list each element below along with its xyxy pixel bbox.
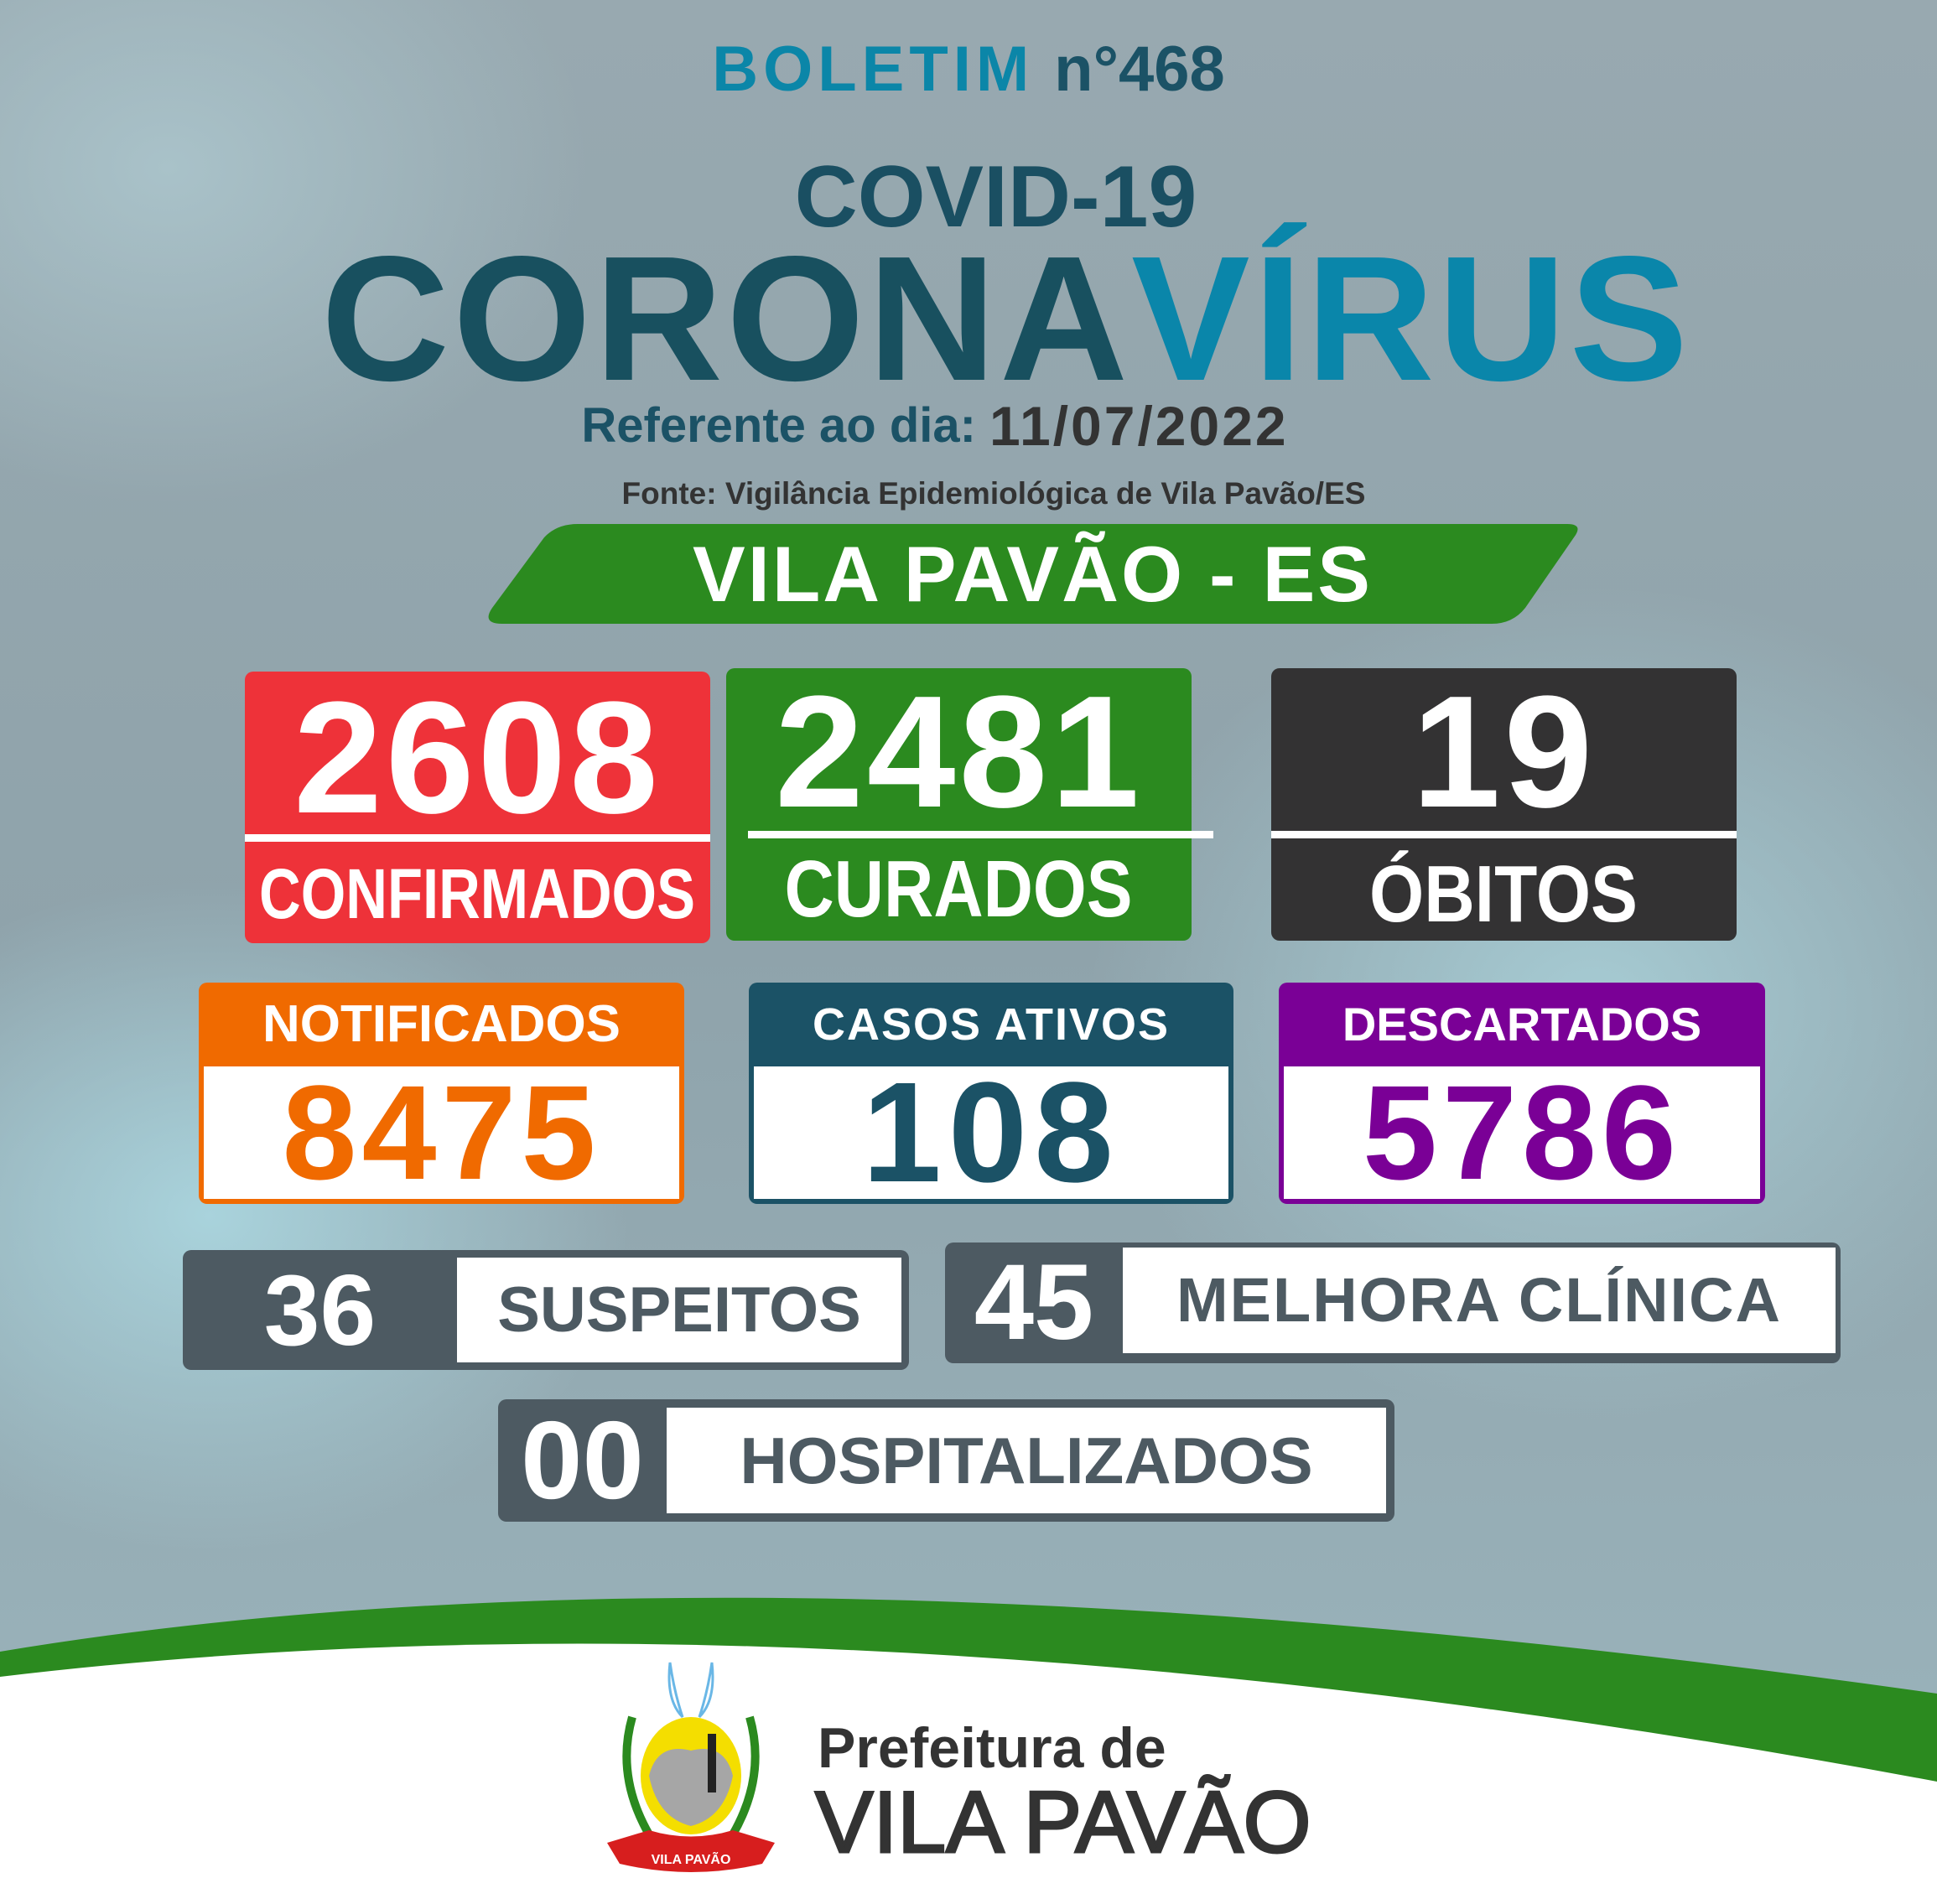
seal-text: VILA PAVÃO	[652, 1850, 731, 1867]
hospitalized-value: 00	[521, 1398, 644, 1522]
confirmed-label-text: CONFIRMADOS	[259, 854, 695, 933]
reference-date-line: Referente ao dia: 11/07/2022	[470, 395, 1400, 457]
reference-label: Referente ao dia:	[581, 398, 976, 453]
deaths-label: ÓBITOS	[1369, 849, 1638, 939]
active-cases-value: 108	[862, 1053, 1120, 1212]
discarded-card: DESCARTADOS 5786	[1279, 983, 1765, 1204]
clinical-improvement-label: MELHORA CLÍNICA	[1123, 1248, 1836, 1353]
reference-date: 11/07/2022	[989, 395, 1289, 457]
hospitalized-label: HOSPITALIZADOS	[667, 1408, 1386, 1513]
municipal-seal: VILA PAVÃO	[607, 1662, 775, 1872]
discarded-label: DESCARTADOS	[1342, 998, 1702, 1051]
footer-line1: Prefeitura de	[818, 1716, 1166, 1780]
clinical-improvement-value: 45	[974, 1243, 1094, 1362]
recovered-label-text: CURADOS	[785, 844, 1133, 934]
notified-card: NOTIFICADOS 8475	[199, 983, 684, 1204]
confirmed-label: CONFIRMADOS	[259, 854, 695, 933]
boletim-label: BOLETIM	[712, 33, 1035, 105]
notified-value-box: 8475	[204, 1057, 679, 1207]
coronavirus-title: CORONA VÍRUS	[252, 219, 1761, 418]
notified-label: NOTIFICADOS	[262, 995, 621, 1053]
deaths-card: 19 ÓBITOS	[1271, 668, 1737, 941]
recovered-label: CURADOS	[785, 844, 1133, 934]
footer-wave	[0, 1597, 1937, 1904]
active-cases-label: CASOS ATIVOS	[812, 999, 1171, 1050]
suspected-value: 36	[263, 1253, 376, 1367]
active-cases-value-box: 108	[754, 1061, 1228, 1204]
clinical-improvement-card: 45 MELHORA CLÍNICA	[945, 1243, 1841, 1363]
covid-heading: COVID-19	[794, 148, 1197, 246]
active-cases-card: CASOS ATIVOS 108	[749, 983, 1233, 1204]
discarded-value: 5786	[1363, 1057, 1681, 1207]
recovered-card: 2481 CURADOS	[726, 662, 1213, 941]
notified-value: 8475	[282, 1057, 601, 1207]
boletim-number: n°468	[1054, 33, 1225, 105]
confirmed-card: 2608 CONFIRMADOS	[245, 672, 710, 943]
location-banner	[488, 524, 1578, 624]
divider	[1271, 831, 1737, 838]
recovered-value: 2481	[775, 662, 1143, 841]
bulletin-number: BOLETIM n°468	[587, 34, 1350, 105]
suspected-card: 36 SUSPEITOS	[183, 1250, 909, 1370]
discarded-value-box: 5786	[1284, 1057, 1760, 1207]
divider	[748, 831, 1213, 838]
title-corona: CORONA	[320, 219, 1132, 418]
deaths-value: 19	[1411, 662, 1597, 841]
hospitalized-card: 00 HOSPITALIZADOS	[498, 1399, 1394, 1522]
source-text: Fonte: Vigilância Epidemiológica de Vila…	[621, 476, 1366, 511]
title-virus: VÍRUS	[1131, 219, 1692, 418]
confirmed-value: 2608	[293, 668, 662, 847]
footer-line2: VILA PAVÃO	[814, 1774, 1313, 1871]
suspected-label: SUSPEITOS	[457, 1258, 901, 1362]
deaths-label-text: ÓBITOS	[1369, 849, 1638, 939]
divider	[245, 834, 710, 842]
location-title: VILA PAVÃO - ES	[693, 530, 1373, 618]
